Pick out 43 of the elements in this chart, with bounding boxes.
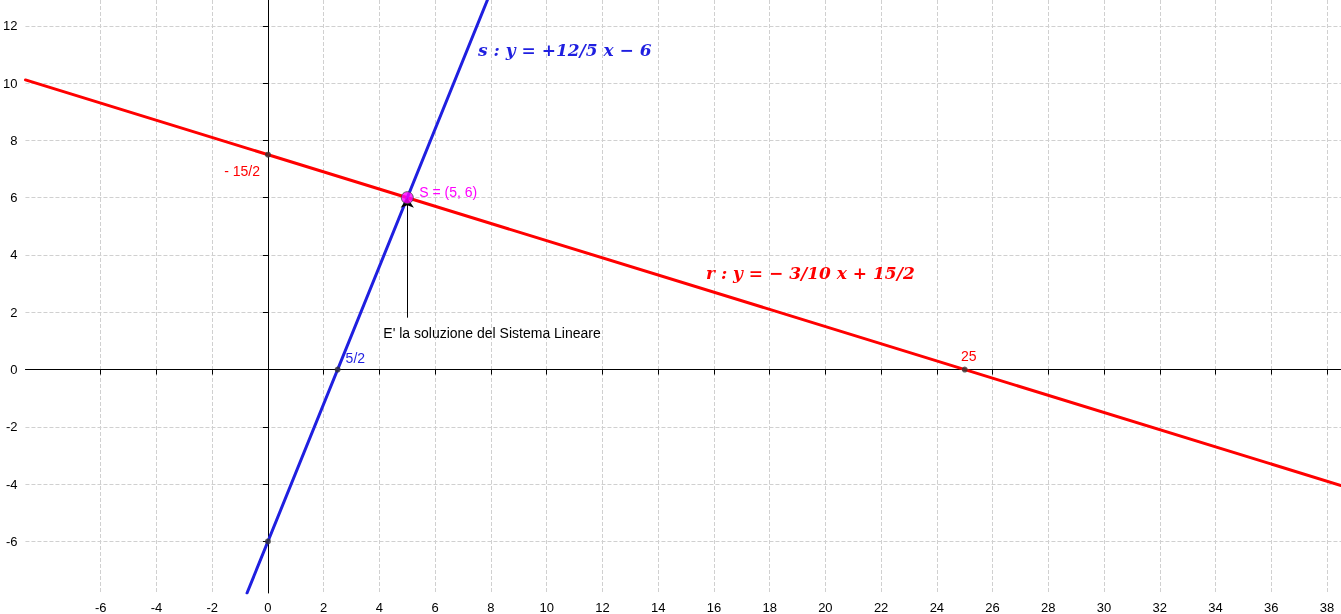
x-tick-label: 28	[1041, 600, 1056, 614]
y-tick-label: 12	[2, 18, 18, 34]
x-tick-label: 10	[539, 600, 554, 614]
y-tick-label: -2	[5, 419, 18, 435]
point	[334, 366, 341, 373]
point	[400, 191, 414, 205]
x-tick-label: 26	[985, 600, 1000, 614]
y-tick-label: 10	[2, 75, 18, 91]
point	[264, 151, 271, 158]
annotation: S = (5, 6)	[419, 183, 478, 200]
y-tick-label: -4	[5, 476, 18, 492]
x-tick-label: 24	[929, 600, 945, 614]
x-tick-label: 0	[264, 600, 272, 614]
x-tick-label: 34	[1208, 600, 1223, 614]
x-tick-label: 38	[1319, 600, 1335, 614]
x-tick-label: 20	[818, 600, 833, 614]
x-tick-label: 18	[762, 600, 777, 614]
x-tick-label: 6	[431, 600, 439, 614]
x-tick-label: -4	[150, 600, 163, 614]
annotation: r : y = − 3/10 x + 15/2	[706, 263, 915, 283]
x-tick-label: 30	[1096, 600, 1112, 614]
x-tick-label: 12	[595, 600, 610, 614]
x-tick-label: 32	[1152, 600, 1168, 614]
annotation: - 15/2	[224, 162, 261, 179]
y-tick-label: 2	[10, 304, 18, 320]
annotation: 5/2	[345, 349, 366, 366]
annotation: s : y = +12/5 x − 6	[477, 40, 652, 60]
x-tick-label: 36	[1264, 600, 1279, 614]
y-tick-label: -6	[5, 533, 18, 549]
x-tick-label: 14	[650, 600, 666, 614]
y-tick-label: 6	[10, 190, 18, 206]
y-tick-label: 8	[10, 132, 18, 148]
x-tick-label: -6	[94, 600, 107, 614]
x-tick-label: 22	[873, 600, 889, 614]
x-tick-label: 2	[320, 600, 328, 614]
x-tick-label: -2	[206, 600, 218, 614]
annotation: 25	[960, 347, 977, 364]
x-tick-label: 8	[487, 600, 495, 614]
x-tick-label: 16	[706, 600, 722, 614]
y-tick-label: 0	[10, 362, 18, 378]
x-tick-label: 4	[375, 600, 384, 614]
annotation: E' la soluzione del Sistema Lineare	[383, 324, 601, 341]
y-tick-label: 4	[10, 247, 18, 263]
